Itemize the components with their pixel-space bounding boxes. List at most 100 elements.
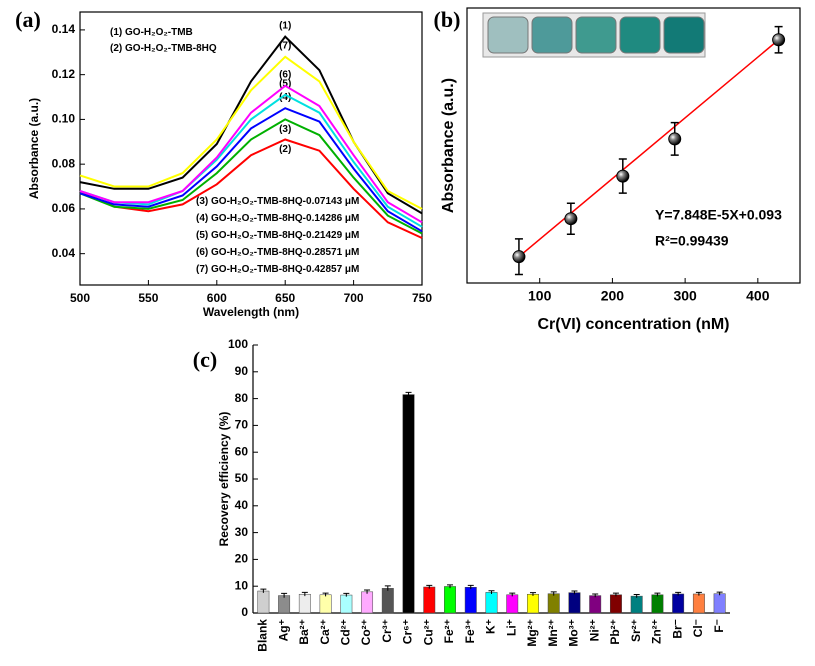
bar [547, 593, 560, 614]
legend-name: GO-H₂O₂-TMB-8HQ-0.07143 μM [211, 196, 359, 207]
x-axis-title: Cr(VI) concentration (nM) [538, 316, 730, 333]
legend-name: GO-H₂O₂-TMB-8HQ [125, 43, 217, 54]
x-tick-label: K⁺ [484, 619, 498, 634]
x-tick-label: Cl⁻ [691, 619, 705, 637]
x-tick-label: Mg²⁺ [525, 619, 539, 647]
legend-number: (5) [196, 230, 208, 241]
curve-label: (3) [279, 124, 291, 135]
data-point [772, 33, 786, 47]
x-tick-label: 600 [207, 291, 227, 305]
error-bar [571, 590, 578, 595]
y-tick-label: 0.12 [52, 67, 76, 81]
x-tick-label: Zn²⁺ [650, 619, 664, 644]
y-tick-label: 40 [235, 498, 249, 512]
y-tick-label: 0.14 [52, 22, 76, 36]
x-tick-label: Cd²⁺ [338, 619, 352, 645]
plot-frame [466, 7, 801, 284]
legend-name: GO-H₂O₂-TMB-8HQ-0.28571 μM [211, 247, 359, 258]
bar [257, 590, 270, 614]
bar [278, 595, 291, 614]
curve-label: (6) [279, 69, 291, 80]
plot-frame [79, 11, 423, 286]
y-axis-title: Recovery efficiency (%) [217, 412, 231, 547]
x-tick-label: Li⁺ [504, 619, 518, 636]
x-tick-label: Blank [256, 619, 270, 652]
chart-panel: 100 200 300 400 (b) Cr(VI) concentration (nM)… [434, 7, 801, 333]
x-axis-title: Wavelength (nm) [203, 305, 299, 319]
x-tick-label: Ba²⁺ [297, 619, 311, 645]
spectrum-line [79, 84, 423, 224]
x-tick-label: Co²⁺ [359, 619, 373, 645]
x-tick-label: Fe²⁺ [442, 619, 456, 643]
legend-number: (7) [196, 264, 208, 275]
error-bar [364, 589, 371, 594]
bar [319, 594, 332, 614]
spectrum-line [79, 118, 423, 235]
y-tick-label: 70 [235, 418, 249, 432]
legend-name: GO-H₂O₂-TMB-8HQ-0.14286 μM [211, 213, 359, 224]
error-bar [301, 591, 308, 597]
error-bar [488, 590, 495, 594]
bar [651, 594, 664, 614]
r-squared: R²=0.99439 [655, 233, 729, 249]
well-photo [482, 12, 706, 58]
legend-name: GO-H₂O₂-TMB-8HQ-0.42857 μM [211, 264, 359, 275]
error-bar [281, 592, 288, 598]
x-tick-label: 700 [344, 291, 364, 305]
bar [672, 593, 685, 614]
y-tick-label: 0.10 [52, 112, 76, 126]
y-tick-label: 60 [235, 444, 249, 458]
x-tick-label: Ag⁺ [276, 619, 290, 641]
x-tick-label: 650 [275, 291, 295, 305]
data-point [512, 250, 526, 264]
curve-label: (1) [279, 20, 291, 31]
y-tick-label: 10 [235, 578, 249, 592]
spectrum-line [79, 138, 423, 239]
y-tick-label: 80 [235, 391, 249, 405]
error-bar [447, 584, 454, 589]
bar [444, 586, 456, 614]
chart-panel: 500 550 600 650 700 750 0.04 0.06 0.08 0.10 0.12 0.… [15, 7, 432, 319]
curve-label: (7) [279, 40, 291, 51]
chart-panel: 0 10 20 30 40 50 60 70 80 90 100 (c) Recovery effici… [193, 337, 730, 652]
legend-entry: (5) GO-H₂O₂-TMB-8HQ-0.21429 μM [196, 230, 359, 241]
legend-entry: (3) GO-H₂O₂-TMB-8HQ-0.07143 μM [196, 196, 359, 207]
bar [298, 593, 311, 614]
bar [692, 593, 705, 614]
panel-label: (b) [434, 7, 461, 32]
bar [402, 394, 415, 614]
x-tick-label: 550 [138, 291, 158, 305]
data-point [616, 169, 630, 183]
y-axis-title: Absorbance (a.u.) [440, 78, 457, 213]
error-bar [695, 591, 702, 596]
legend-entry: (1) GO-H₂O₂-TMB [110, 27, 193, 38]
error-bar [343, 592, 350, 597]
y-tick-label: 0.04 [52, 246, 76, 260]
x-tick-label: 500 [70, 291, 90, 305]
error-bar [592, 593, 599, 598]
error-bar [322, 592, 329, 597]
x-tick-label: Ca²⁺ [318, 619, 332, 645]
y-tick-label: 0.06 [52, 201, 76, 215]
error-bar [260, 588, 267, 593]
x-tick-label: 100 [528, 288, 552, 304]
error-bar [716, 591, 723, 596]
y-tick-label: 20 [235, 552, 249, 566]
error-bar [405, 391, 412, 397]
data-point [564, 212, 578, 226]
bar [713, 593, 726, 614]
fit-equation: Y=7.848E-5X+0.093 [655, 207, 782, 223]
x-tick-label: Fe³⁺ [463, 619, 477, 643]
bar [609, 594, 622, 614]
legend-number: (6) [196, 247, 208, 258]
error-bar [509, 592, 516, 597]
error-bar [550, 591, 557, 596]
error-bar [426, 584, 433, 589]
error-bar [654, 592, 661, 597]
panel-label: (c) [193, 347, 217, 372]
fit-line [518, 39, 780, 258]
spectrum-line [79, 107, 423, 233]
x-tick-label: Cr⁶⁺ [401, 619, 415, 644]
bar [361, 591, 374, 614]
